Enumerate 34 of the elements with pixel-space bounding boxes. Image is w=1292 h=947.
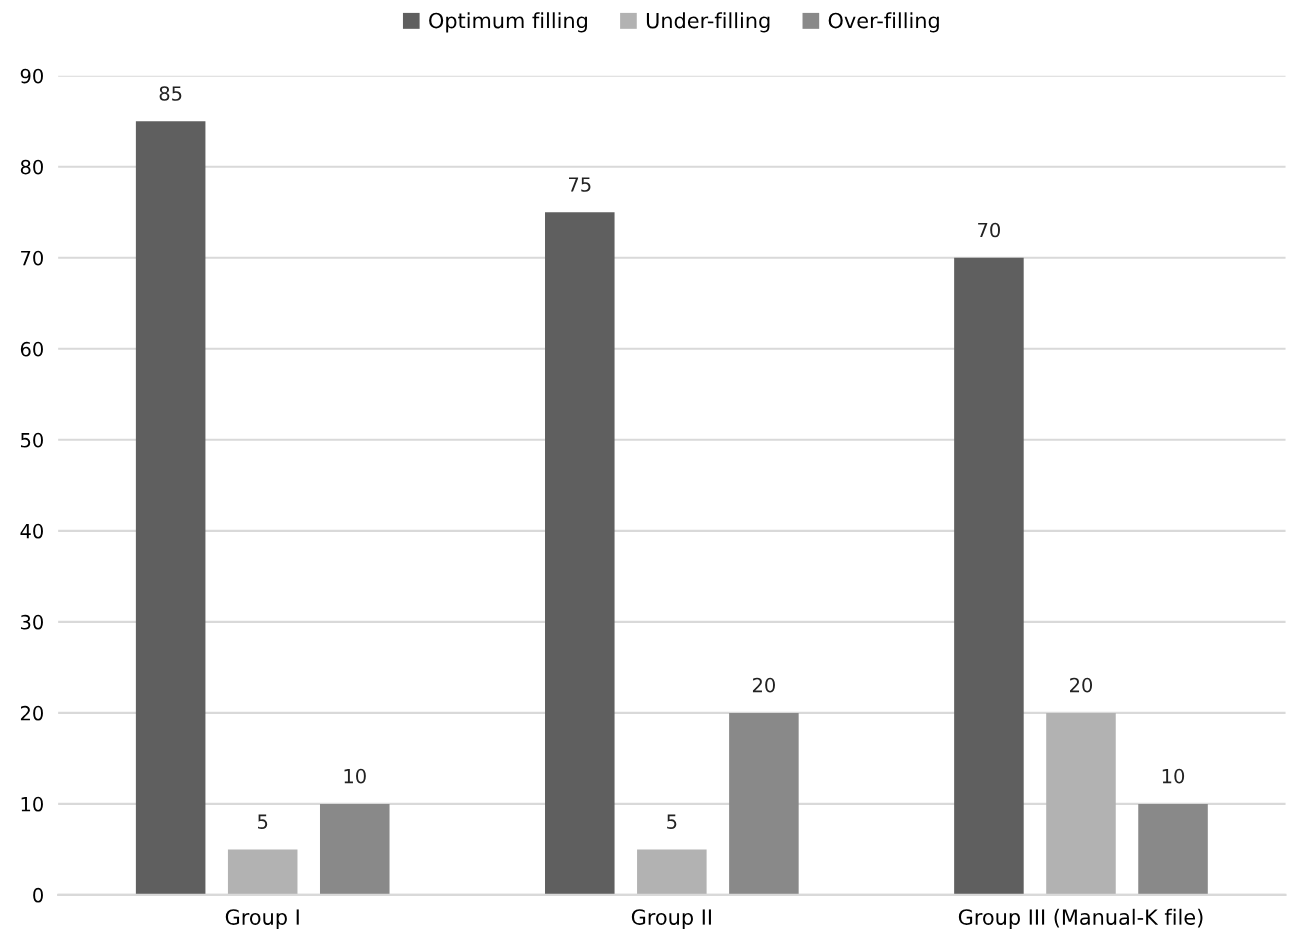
bar <box>1046 712 1116 895</box>
bar <box>954 257 1024 895</box>
legend-label: Over-filling <box>828 12 939 33</box>
data-label: 85 <box>159 86 182 101</box>
data-label: 75 <box>569 177 591 192</box>
y-tick-label: 80 <box>20 159 43 175</box>
bar <box>135 121 206 895</box>
data-label: 5 <box>258 814 268 829</box>
bar <box>227 849 298 895</box>
data-label: 20 <box>1070 677 1093 693</box>
bar <box>319 803 390 895</box>
y-tick-label: 90 <box>20 68 43 84</box>
legend-label: Under-filling <box>646 12 770 33</box>
data-label: 10 <box>1162 768 1185 784</box>
x-tick-label: Group III (Manual-K file) <box>958 908 1203 929</box>
bar <box>637 849 707 895</box>
y-tick-label: 40 <box>20 523 43 539</box>
y-tick-label: 20 <box>20 705 43 721</box>
y-tick-label: 10 <box>21 796 43 812</box>
bar <box>1138 803 1208 895</box>
x-tick-label: Group II <box>631 909 711 929</box>
y-tick-label: 70 <box>21 250 43 266</box>
x-tick-label: Group I <box>225 909 299 929</box>
bar <box>545 212 615 895</box>
y-tick-label: 60 <box>20 341 43 357</box>
y-tick-label: 30 <box>20 614 43 630</box>
y-tick-label: 50 <box>21 432 43 448</box>
y-tick-label: 0 <box>33 887 43 903</box>
bar <box>729 712 799 895</box>
data-label: 5 <box>667 814 677 829</box>
data-label: 20 <box>752 677 775 693</box>
data-label: 70 <box>978 222 1000 238</box>
data-label: 10 <box>344 768 366 784</box>
legend-label: Optimum filling <box>429 12 587 33</box>
